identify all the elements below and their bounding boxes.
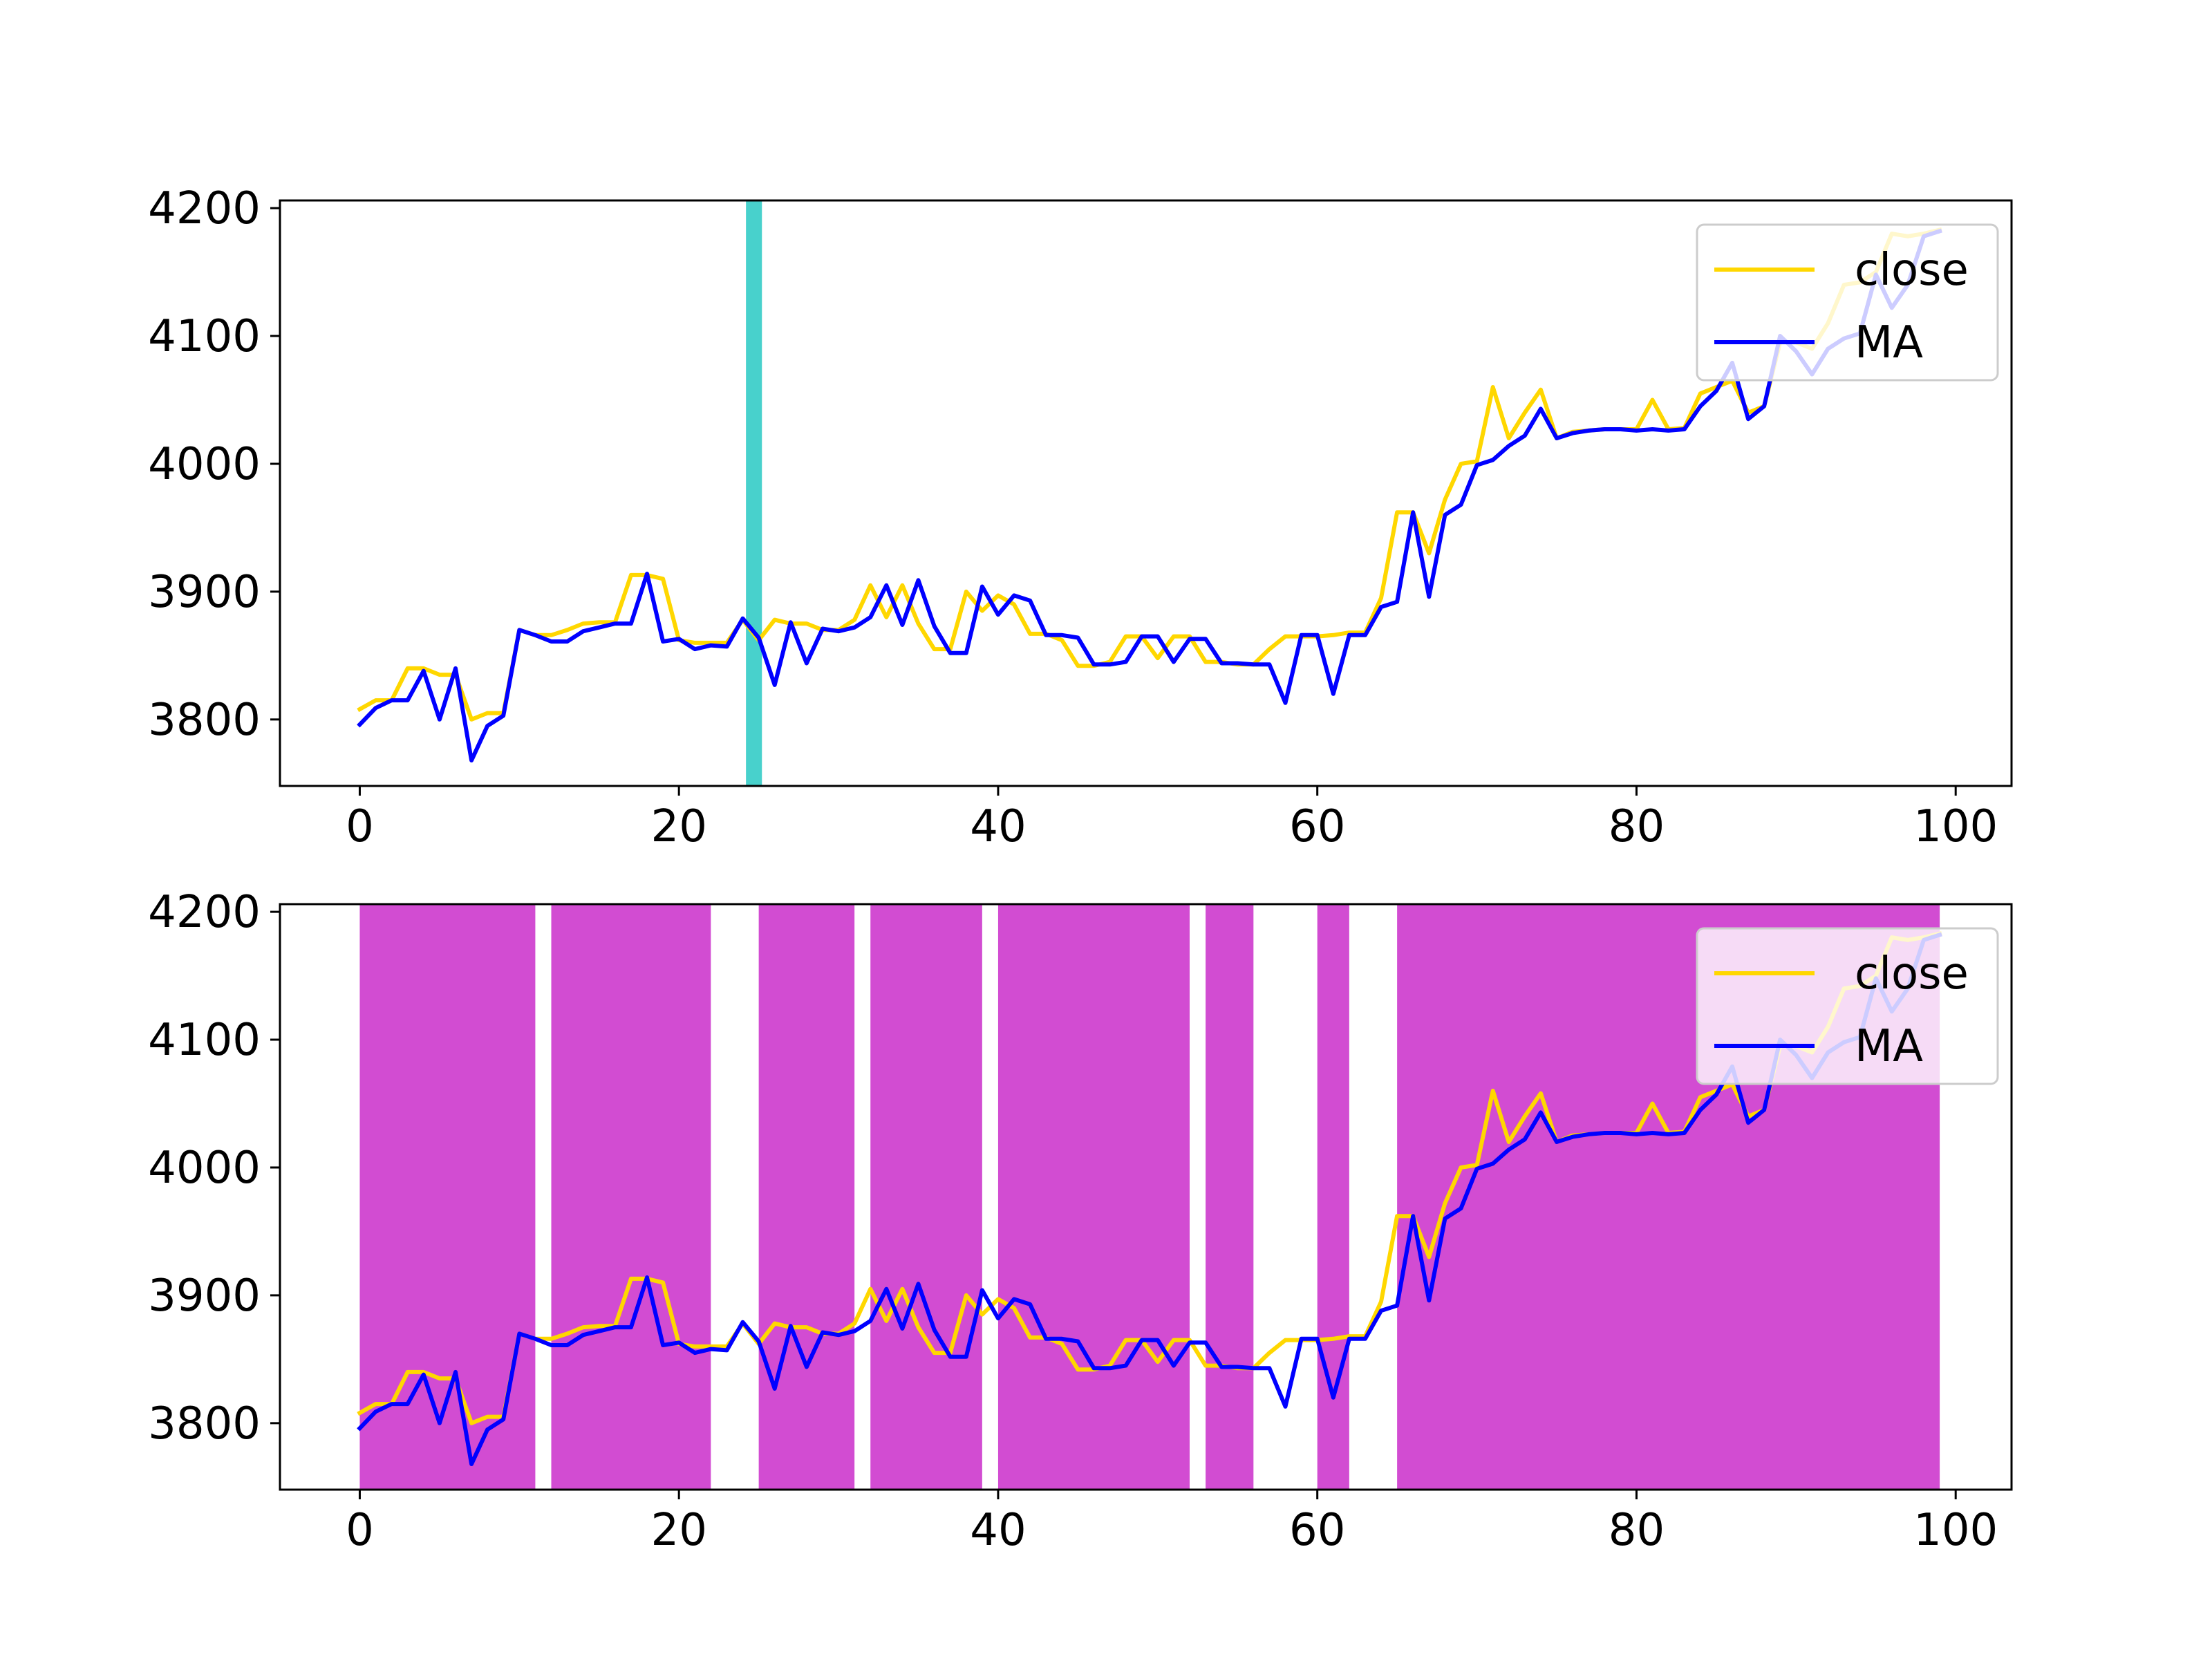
legend: close MA <box>1696 927 1999 1085</box>
axes-frame <box>279 199 2013 787</box>
y-tick-label: 4000 <box>148 439 261 490</box>
shaded-span-3 <box>870 904 982 1490</box>
x-tick-label: 60 <box>1289 1505 1345 1556</box>
y-tick-label: 3800 <box>148 695 261 746</box>
x-tick-label: 20 <box>650 1505 706 1556</box>
shaded-span-5 <box>1206 904 1254 1490</box>
shaded-span-4 <box>997 904 1190 1490</box>
y-tick-label: 4200 <box>148 183 261 234</box>
x-tick-label: 0 <box>346 1505 374 1556</box>
axes-frame <box>279 903 2013 1491</box>
x-tick-label: 80 <box>1609 1505 1665 1556</box>
y-tick-label: 4100 <box>148 311 261 362</box>
y-tick-label: 3900 <box>148 567 261 618</box>
plot-area <box>357 904 1942 1490</box>
x-tick-label: 100 <box>1913 801 1998 852</box>
y-tick-label: 4100 <box>148 1015 261 1066</box>
legend-label-ma: MA <box>1855 317 1923 368</box>
y-tick-label: 3800 <box>148 1398 261 1450</box>
x-tick-label: 60 <box>1289 801 1345 852</box>
y-tick-label: 4000 <box>148 1143 261 1194</box>
y-tick-label: 3900 <box>148 1271 261 1322</box>
x-tick-label: 20 <box>650 801 706 852</box>
legend-label-close: close <box>1855 245 1969 296</box>
plot-area <box>357 200 1942 786</box>
x-tick-label: 0 <box>346 801 374 852</box>
x-tick-label: 40 <box>970 801 1026 852</box>
legend-label-ma: MA <box>1855 1021 1923 1072</box>
x-tick-label: 40 <box>970 1505 1026 1556</box>
shaded-span-6 <box>1317 904 1349 1490</box>
series-line-ma <box>357 228 1942 762</box>
y-tick-label: 4200 <box>148 887 261 938</box>
shaded-span-1 <box>551 904 711 1490</box>
bottom-chart-panel: 0 20 40 60 80 100 3800 3900 4000 4100 4200 close MA <box>148 887 2013 1556</box>
series-line-ma <box>357 932 1942 1466</box>
legend-label-close: close <box>1855 948 1969 1000</box>
x-tick-label: 80 <box>1609 801 1665 852</box>
top-chart-panel: 0 20 40 60 80 100 3800 3900 4000 4100 4200 close MA <box>148 183 2013 852</box>
highlight-band <box>746 200 762 786</box>
x-tick-label: 100 <box>1913 1505 1998 1556</box>
legend: close MA <box>1696 223 1999 382</box>
shaded-span-2 <box>758 904 855 1490</box>
